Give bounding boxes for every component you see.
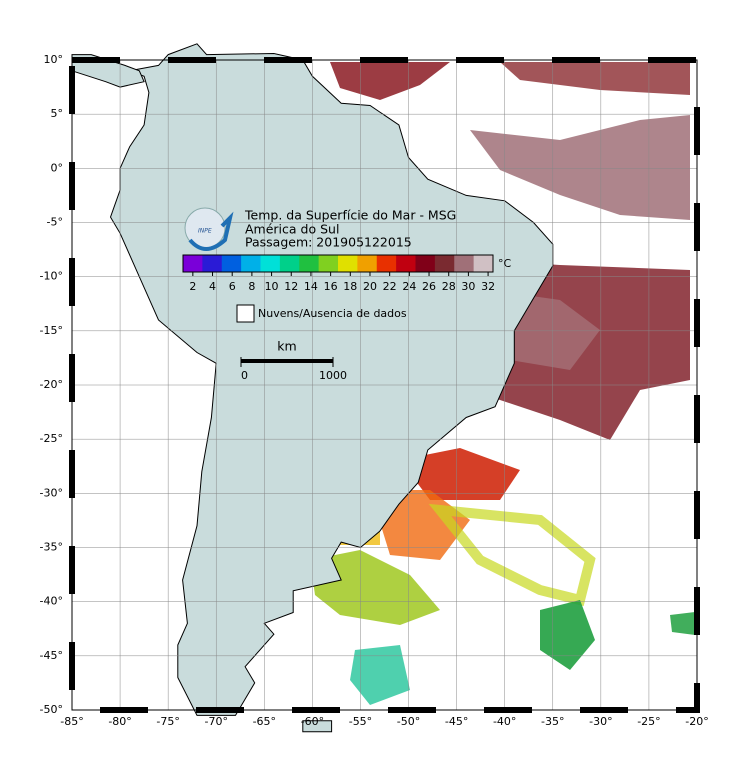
- lat-tick-label: -25°: [40, 432, 63, 445]
- lon-tick-label: -35°: [541, 715, 564, 728]
- colorbar-step: [473, 255, 494, 272]
- scale-tick-label: 0: [241, 369, 248, 382]
- sst-patch: [670, 612, 695, 635]
- colorbar-tick-label: 30: [461, 280, 475, 293]
- lon-tick-label: -70°: [204, 715, 227, 728]
- colorbar-tick-label: 16: [324, 280, 338, 293]
- colorbar-tick-label: 22: [383, 280, 397, 293]
- lon-tick-label: -60°: [301, 715, 324, 728]
- lon-tick-label: -50°: [397, 715, 420, 728]
- logo-arc: [188, 211, 234, 251]
- scale-unit: km: [277, 339, 296, 354]
- logo-text: INPE: [198, 228, 212, 235]
- legend-label: Nuvens/Ausencia de dados: [258, 307, 407, 320]
- lat-tick-label: 5°: [51, 107, 64, 120]
- colorbar-tick-label: 4: [209, 280, 216, 293]
- lat-tick-label: -30°: [40, 486, 63, 499]
- scale-bar-body: [241, 359, 333, 363]
- colorbar-step: [376, 255, 397, 272]
- falklands: [302, 720, 333, 733]
- colorbar-step: [202, 255, 223, 272]
- colorbar-frame: [182, 254, 494, 273]
- colorbar-tick-label: 14: [304, 280, 318, 293]
- sst-patch: [400, 448, 520, 500]
- lat-tick-label: -50°: [40, 703, 63, 716]
- sst-patch: [330, 62, 450, 100]
- colorbar-tick-label: 12: [284, 280, 298, 293]
- sst-patch: [500, 62, 690, 95]
- lat-tick-label: -10°: [40, 270, 63, 283]
- lon-tick-label: -75°: [156, 715, 179, 728]
- colorbar-tick-label: 20: [363, 280, 377, 293]
- colorbar-unit: °C: [498, 257, 512, 270]
- sst-patch: [350, 645, 410, 705]
- scale-tick-label: 1000: [319, 369, 347, 382]
- colorbar-step: [241, 255, 261, 272]
- colorbar-step: [299, 255, 320, 272]
- sst-patch: [310, 550, 440, 625]
- colorbar-tick-label: 8: [248, 280, 255, 293]
- colorbar-tick-label: 26: [422, 280, 436, 293]
- colorbar-step: [279, 255, 300, 272]
- lat-tick-label: -5°: [47, 216, 63, 229]
- colorbar-step: [396, 255, 416, 272]
- lat-tick-label: -45°: [40, 649, 63, 662]
- colorbar-step: [221, 255, 242, 272]
- colorbar-tick-label: 32: [481, 280, 495, 293]
- colorbar-tick-label: 10: [265, 280, 279, 293]
- colorbar-tick-label: 24: [402, 280, 416, 293]
- lat-tick-label: 10°: [44, 53, 64, 66]
- lat-tick-label: 0°: [51, 161, 64, 174]
- lon-tick-label: -65°: [253, 715, 276, 728]
- colorbar-tick-label: 2: [189, 280, 196, 293]
- lon-tick-label: -85°: [60, 715, 83, 728]
- lat-tick-label: -20°: [40, 378, 63, 391]
- lat-tick-label: -40°: [40, 595, 63, 608]
- title-line: Passagem: 201905122015: [245, 235, 412, 250]
- lon-tick-label: -25°: [637, 715, 660, 728]
- colorbar-tick-label: 28: [442, 280, 456, 293]
- lon-tick-label: -20°: [685, 715, 708, 728]
- sst-patch: [540, 600, 595, 670]
- colorbar-tick-label: 18: [343, 280, 357, 293]
- lon-tick-label: -30°: [589, 715, 612, 728]
- colorbar-step: [434, 255, 455, 272]
- title-line: América do Sul: [245, 222, 339, 237]
- colorbar: 2 4 6 8 10 12 14 16 18 20 22 24 26 28 30 32: [182, 254, 495, 293]
- scale-bar: 0 1000: [240, 357, 347, 382]
- lat-tick-label: -35°: [40, 541, 63, 554]
- colorbar-tick-label: 6: [229, 280, 236, 293]
- colorbar-step: [454, 255, 475, 272]
- lon-tick-label: -45°: [445, 715, 468, 728]
- legend-swatch: [236, 304, 255, 323]
- frame-border: [69, 57, 700, 713]
- lon-tick-label: -40°: [493, 715, 516, 728]
- lon-tick-label: -55°: [349, 715, 372, 728]
- title-line: Temp. da Superfície do Mar - MSG: [244, 208, 456, 223]
- lon-tick-label: -80°: [108, 715, 131, 728]
- lat-tick-label: -15°: [40, 324, 63, 337]
- logo: INPE: [184, 207, 234, 251]
- colorbar-step: [357, 255, 378, 272]
- colorbar-step: [338, 255, 358, 272]
- colorbar-step: [260, 255, 281, 272]
- sst-patch: [470, 115, 690, 220]
- colorbar-step: [318, 255, 339, 272]
- colorbar-step: [183, 255, 203, 272]
- colorbar-step: [415, 255, 436, 272]
